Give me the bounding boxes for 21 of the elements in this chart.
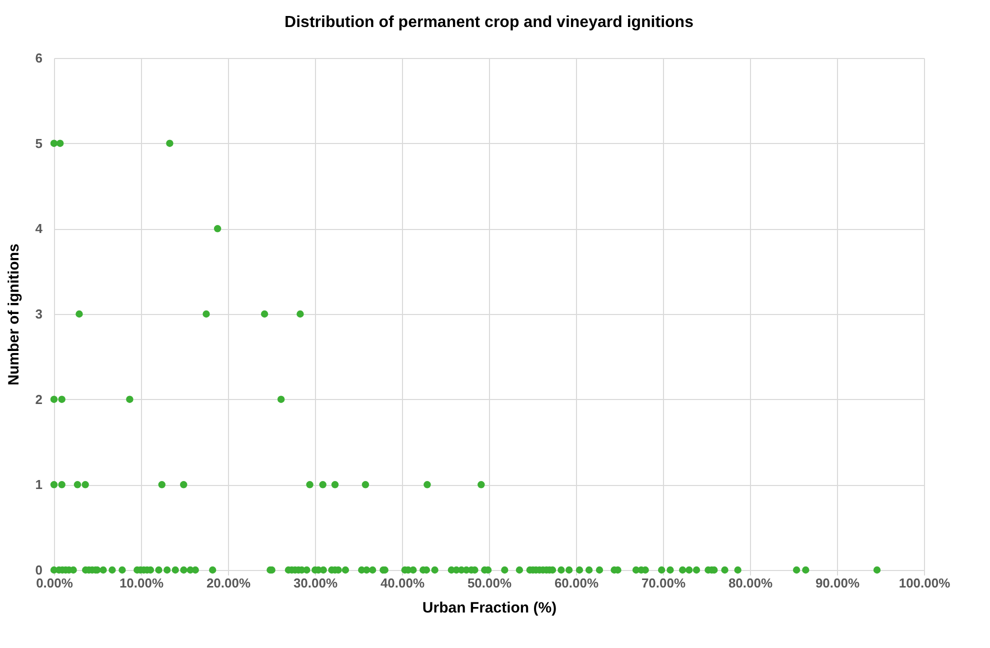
x-tick-label: 40.00% — [380, 576, 425, 590]
x-tick-label: 50.00% — [467, 576, 512, 590]
x-tick-label: 60.00% — [554, 576, 599, 590]
x-tick-label: 90.00% — [815, 576, 860, 590]
chart-title: Distribution of permanent crop and vineyard ignitions — [284, 14, 694, 31]
y-tick-label: 3 — [35, 306, 42, 322]
y-tick-label: 1 — [35, 477, 42, 492]
y-tick-label: 0 — [35, 562, 42, 578]
y-tick-label: 6 — [35, 50, 42, 66]
y-tick-label: 5 — [35, 136, 42, 151]
x-tick-label: 80.00% — [728, 576, 773, 590]
y-axis-title: Number of ignitions — [5, 244, 22, 386]
x-tick-label: 30.00% — [293, 576, 338, 590]
x-tick-label: 10.00% — [119, 576, 164, 590]
x-tick-label: 70.00% — [641, 576, 686, 590]
y-tick-label: 4 — [35, 221, 44, 236]
x-tick-label: 20.00% — [206, 576, 251, 590]
x-tick-label: 0.00% — [36, 576, 74, 590]
x-tick-label: 100.00% — [898, 576, 951, 590]
y-tick-label: 2 — [35, 392, 42, 407]
x-axis-title: Urban Fraction (%) — [422, 600, 557, 616]
